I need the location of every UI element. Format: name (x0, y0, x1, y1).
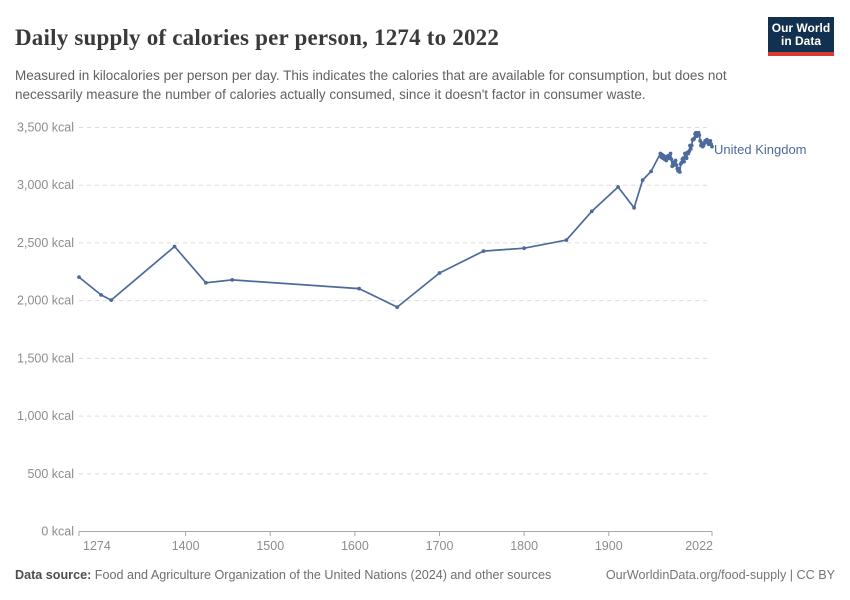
data-point-marker (674, 163, 679, 168)
data-point-marker (684, 156, 689, 161)
data-point-marker (99, 293, 103, 297)
x-tick-label: 2022 (685, 539, 713, 553)
data-point-marker (649, 169, 653, 174)
x-tick-label: 1700 (426, 539, 454, 553)
x-tick-label: 1400 (172, 539, 200, 553)
data-point-marker (692, 136, 697, 141)
data-point-marker (710, 144, 714, 149)
y-tick-label: 3,000 kcal (17, 178, 74, 192)
data-point-marker (616, 185, 620, 189)
data-source-text: Food and Agriculture Organization of the… (91, 568, 552, 582)
y-tick-label: 500 kcal (27, 467, 74, 481)
chart-subtitle: Measured in kilocalories per person per … (15, 67, 727, 102)
x-tick-label: 1900 (595, 539, 623, 553)
data-point-marker (640, 178, 645, 183)
y-tick-label: 2,500 kcal (17, 236, 74, 250)
data-point-marker (437, 271, 442, 275)
series-line-united-kingdom[interactable] (78, 131, 713, 308)
x-tick-label: 1800 (510, 539, 538, 553)
owid-logo[interactable]: Our World in Data (768, 17, 834, 56)
data-point-marker (669, 157, 674, 162)
x-tick-label: 1500 (256, 539, 284, 553)
series-label-united-kingdom[interactable]: United Kingdom (714, 142, 807, 157)
data-point-marker (77, 275, 81, 279)
y-tick-label: 3,500 kcal (17, 121, 74, 135)
data-point-marker (589, 209, 594, 214)
y-tick-label: 2,000 kcal (17, 294, 74, 308)
chart-footer: Data source: Food and Agriculture Organi… (15, 568, 835, 582)
data-source-label: Data source: (15, 568, 92, 582)
data-point-marker (708, 139, 713, 143)
data-point-marker (668, 151, 673, 156)
x-tick-label: 1600 (341, 539, 369, 553)
y-tick-label: 1,000 kcal (17, 409, 74, 423)
data-point-marker (204, 280, 208, 285)
data-point-marker (632, 205, 636, 210)
data-point-marker (677, 166, 681, 171)
data-point-marker (688, 147, 693, 151)
data-point-marker (673, 158, 678, 163)
data-source-note: Data source: Food and Agriculture Organi… (15, 568, 551, 582)
data-point-marker (689, 143, 694, 148)
y-tick-label: 0 kcal (41, 525, 74, 539)
data-point-marker (357, 286, 361, 291)
data-point-marker (172, 244, 177, 249)
data-point-marker (682, 159, 686, 164)
credit-link[interactable]: OurWorldinData.org/food-supply | CC BY (605, 568, 835, 582)
y-tick-label: 1,500 kcal (17, 351, 74, 365)
owid-logo-line1: Our World (771, 21, 831, 35)
data-point-marker (697, 133, 702, 138)
data-point-marker (109, 298, 114, 302)
data-point-marker (522, 246, 526, 251)
data-point-marker (481, 249, 486, 254)
data-point-marker (677, 170, 682, 174)
data-point-marker (672, 163, 676, 168)
x-tick-label: 1274 (83, 539, 111, 553)
owid-logo-line2: in Data (780, 34, 821, 48)
data-point-marker (395, 305, 400, 309)
page-title: Daily supply of calories per person, 127… (15, 25, 500, 51)
data-point-marker (564, 238, 569, 243)
data-point-marker (230, 278, 235, 282)
